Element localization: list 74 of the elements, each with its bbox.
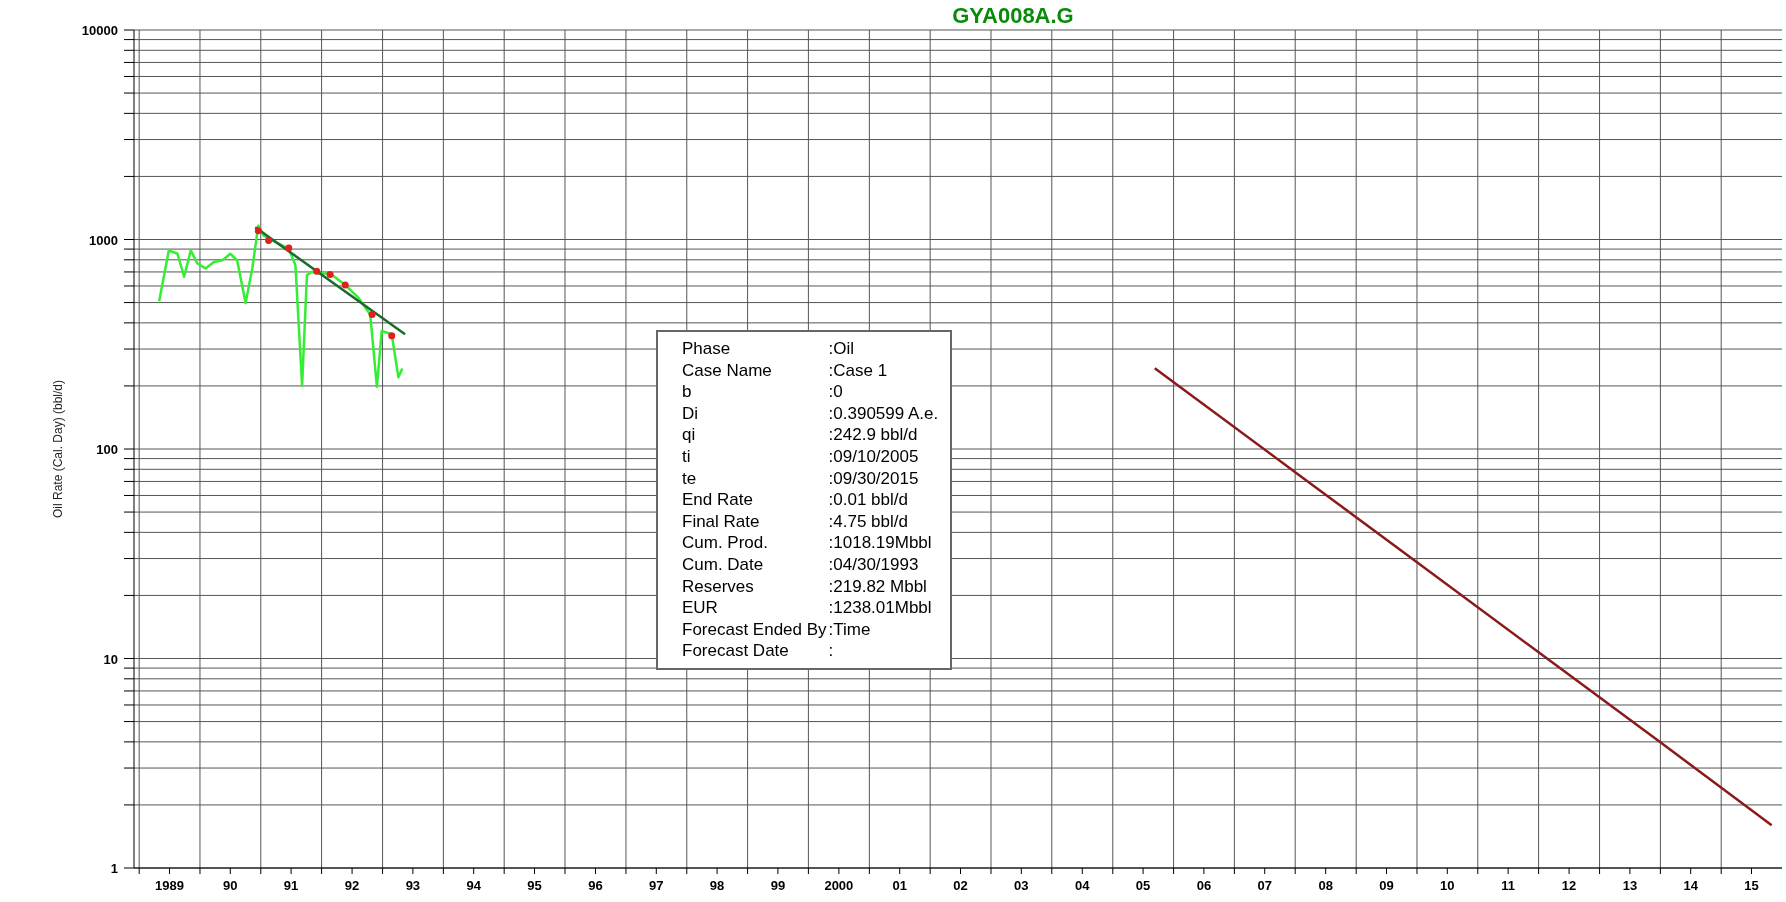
x-tick-label: 14 bbox=[1683, 878, 1699, 893]
y-axis-title: Oil Rate (Cal. Day) (bbl/d) bbox=[51, 379, 66, 519]
line-series bbox=[1153, 366, 1773, 827]
annotation: Reserves bbox=[682, 575, 755, 598]
x-tick-label: 03 bbox=[1014, 878, 1029, 893]
annotation: Forecast Date bbox=[682, 640, 790, 662]
annotation: :1018.19Mbbl bbox=[828, 532, 933, 554]
annotation: Phase bbox=[682, 338, 732, 360]
y-tick-label: 1 bbox=[110, 861, 118, 876]
annotation: :242.9 bbl/d bbox=[828, 424, 919, 446]
annotation: ti bbox=[682, 445, 692, 468]
x-tick-label: 92 bbox=[344, 878, 360, 893]
point bbox=[313, 267, 321, 275]
annotation: :1238.01Mbbl bbox=[828, 597, 933, 619]
x-tick-label: 09 bbox=[1379, 878, 1394, 893]
x-tick-label: 01 bbox=[892, 878, 907, 893]
annotation: :09/10/2005 bbox=[828, 445, 920, 468]
x-tick-label: 96 bbox=[588, 878, 603, 893]
x-tick-label: 93 bbox=[405, 878, 421, 893]
x-tick-label: 13 bbox=[1622, 878, 1638, 893]
x-tick-label: 11 bbox=[1501, 878, 1515, 893]
x-tick-label: 94 bbox=[466, 878, 482, 893]
point bbox=[368, 311, 376, 319]
x-tick-label: 02 bbox=[953, 878, 968, 893]
annotation: :Case 1 bbox=[828, 359, 889, 382]
y-tick-label: 1000 bbox=[89, 232, 118, 248]
annotation: :0 bbox=[828, 381, 844, 403]
point bbox=[388, 332, 396, 340]
x-tick-label: 15 bbox=[1744, 878, 1759, 893]
line-series bbox=[157, 224, 404, 389]
annotation: :Time bbox=[828, 618, 872, 641]
x-tick-label: 04 bbox=[1075, 878, 1091, 893]
x-tick-label: 07 bbox=[1257, 878, 1272, 893]
annotation: b bbox=[682, 381, 693, 403]
annotation: Forecast Ended By bbox=[682, 618, 828, 641]
annotation: :0.01 bbl/d bbox=[828, 489, 909, 511]
x-tick-label: 99 bbox=[770, 878, 786, 893]
point bbox=[285, 244, 293, 252]
annotation: Final Rate bbox=[682, 510, 761, 533]
annotation: End Rate bbox=[682, 489, 754, 511]
x-tick-label: 10 bbox=[1440, 878, 1455, 893]
annotation: EUR bbox=[682, 597, 719, 619]
annotation: Cum. Date bbox=[682, 553, 765, 576]
chart-title: GYA008A.G bbox=[952, 3, 1074, 28]
annotation: Cum. Prod. bbox=[682, 532, 769, 554]
annotation: :219.82 Mbbl bbox=[828, 575, 928, 598]
y-tick-label: 10000 bbox=[81, 23, 118, 38]
annotation: :09/30/2015 bbox=[828, 467, 920, 490]
annotation: :0.390599 A.e. bbox=[828, 402, 939, 425]
annotation: Di bbox=[682, 402, 700, 425]
point bbox=[254, 227, 262, 235]
point bbox=[265, 237, 273, 245]
annotation: : bbox=[828, 640, 835, 662]
x-tick-label: 1989 bbox=[155, 878, 184, 893]
point bbox=[341, 281, 349, 289]
x-tick-label: 95 bbox=[527, 878, 542, 893]
x-tick-label: 05 bbox=[1135, 878, 1151, 893]
annotation: qi bbox=[682, 424, 697, 446]
x-tick-label: 2000 bbox=[824, 878, 854, 893]
x-tick-label: 90 bbox=[223, 878, 238, 893]
point bbox=[326, 270, 334, 278]
annotation: Case Name bbox=[682, 359, 773, 382]
y-tick-label: 10 bbox=[103, 651, 118, 667]
x-tick-label: 97 bbox=[649, 878, 664, 893]
annotation: te bbox=[682, 467, 698, 490]
y-tick-label: 100 bbox=[96, 442, 118, 457]
x-tick-label: 91 bbox=[283, 878, 299, 893]
annotation: :04/30/1993 bbox=[828, 553, 920, 576]
x-tick-label: 08 bbox=[1318, 878, 1333, 893]
x-tick-label: 06 bbox=[1196, 878, 1212, 893]
annotation: :Oil bbox=[828, 338, 856, 360]
x-tick-label: 98 bbox=[709, 878, 725, 893]
x-tick-label: 12 bbox=[1561, 878, 1577, 893]
annotation: :4.75 bbl/d bbox=[828, 510, 909, 533]
